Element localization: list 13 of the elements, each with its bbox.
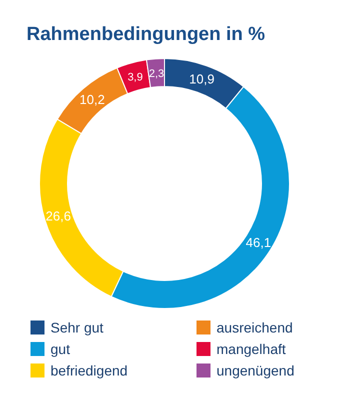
data-label: 46,1 — [246, 235, 272, 250]
data-label: 2,3 — [148, 68, 164, 80]
legend-label: befriedigend — [50, 362, 128, 378]
legend-label: ungenügend — [216, 362, 294, 378]
data-label: 10,9 — [189, 71, 214, 86]
legend-label: mangelhaft — [216, 341, 286, 357]
legend-label: ausreichend — [216, 320, 293, 336]
data-label: 26,6 — [46, 208, 71, 224]
data-label: 3,9 — [128, 71, 143, 84]
chart-title: Rahmenbedingungen in % — [26, 24, 266, 45]
legend-label: Sehr gut — [50, 320, 104, 336]
data-label: 10,2 — [79, 92, 105, 107]
legend-label: gut — [50, 341, 70, 357]
